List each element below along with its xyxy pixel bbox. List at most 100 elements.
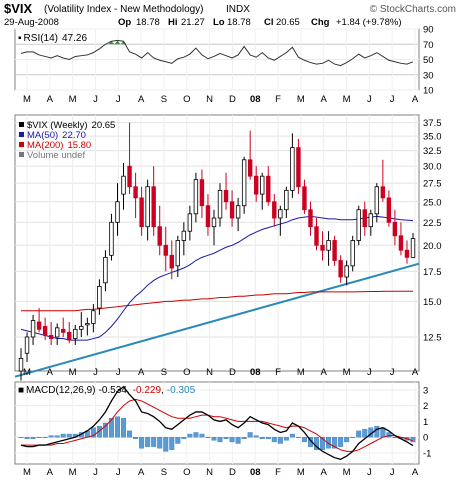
- macd-histogram-bar: [145, 436, 151, 447]
- legend-entry: MA(50) 22.70: [27, 130, 86, 141]
- legend-swatch: [19, 152, 24, 157]
- candle-body: [36, 321, 42, 330]
- candle-body: [85, 323, 90, 326]
- price-grid: [15, 115, 419, 371]
- candle-body: [380, 186, 386, 199]
- candle-body: [48, 335, 54, 339]
- change-label: Chg: [311, 17, 330, 28]
- x-tick-label: J: [93, 94, 98, 105]
- macd-histogram-bar: [253, 435, 259, 438]
- x-tick-label: A: [321, 467, 328, 478]
- x-tick-label: A: [47, 94, 54, 105]
- macd-histogram-bar: [181, 436, 187, 439]
- candle-body: [127, 165, 132, 188]
- candle-body: [139, 197, 144, 228]
- x-tick-label: O: [183, 467, 190, 478]
- macd-histogram-bar: [114, 416, 120, 438]
- x-tick-label: A: [321, 367, 328, 378]
- macd-histogram-bar: [42, 436, 48, 438]
- x-axis: M M M A A A M M M J J J J J J A A A S S S O O O N N N D D D 08 08 08 F F F M…: [23, 94, 419, 478]
- candle-body: [157, 226, 162, 246]
- candle-body: [235, 205, 241, 219]
- candle-body: [308, 209, 313, 228]
- legend-label: MA(200): [27, 140, 63, 151]
- candle-body: [278, 209, 283, 219]
- macd-histogram-bar: [241, 436, 247, 439]
- ma200-line: [21, 290, 413, 312]
- x-tick-label: A: [47, 467, 54, 478]
- candle-body: [404, 249, 410, 258]
- macd-histogram-bar: [96, 425, 102, 438]
- x-tick-label: J: [390, 367, 395, 378]
- macd-histogram-bar: [24, 436, 30, 439]
- x-tick-label: A: [138, 94, 145, 105]
- x-tick-label: A: [412, 467, 419, 478]
- legend-entry: Volume undef: [27, 150, 85, 161]
- candle-body: [217, 189, 223, 219]
- low-value: 18.78: [227, 17, 251, 28]
- macd-histogram-bar: [133, 436, 139, 439]
- macd-value-2: -0.229: [133, 385, 162, 396]
- x-tick-label: J: [367, 367, 372, 378]
- legend-value: 15.80: [67, 140, 91, 151]
- x-tick-label: M: [343, 367, 351, 378]
- candle-body: [73, 328, 78, 339]
- price-tick-label: 32.5: [423, 146, 442, 157]
- candle-body: [410, 238, 416, 258]
- x-tick-label: F: [275, 467, 281, 478]
- x-tick-label: A: [47, 367, 54, 378]
- price-tick-label: 35.0: [423, 132, 442, 143]
- rsi-icon: ▪: [18, 33, 22, 44]
- x-tick-label: 08: [250, 467, 261, 478]
- x-tick-label: M: [69, 94, 77, 105]
- macd-histogram-bar: [223, 436, 229, 439]
- macd-histogram-bar: [60, 433, 66, 438]
- macd-histogram-bar: [289, 433, 295, 438]
- candle-body: [79, 325, 84, 330]
- x-tick-label: M: [23, 94, 31, 105]
- price-tick-label: 25.0: [423, 197, 442, 208]
- macd-tick-label: 1: [423, 417, 428, 428]
- macd-histogram-bar: [247, 432, 253, 438]
- ma50-line: [20, 215, 414, 341]
- x-tick-label: A: [138, 367, 145, 378]
- candle-body: [193, 179, 199, 215]
- macd-histogram-bar: [90, 427, 96, 438]
- legend-value: 22.70: [62, 130, 86, 141]
- candle-body: [169, 254, 174, 269]
- x-tick-label: S: [161, 467, 167, 478]
- macd-line: [20, 385, 414, 460]
- macd-histogram-bar: [410, 436, 416, 443]
- rsi-label: RSI(14): [24, 33, 58, 44]
- candle-body: [314, 226, 319, 246]
- candle-body: [272, 201, 277, 219]
- x-tick-label: A: [412, 94, 419, 105]
- candle-body: [109, 221, 114, 256]
- macd-histogram-bar: [211, 436, 217, 441]
- macd-histogram-bar: [338, 436, 344, 447]
- candle-body: [151, 186, 156, 228]
- macd-value-1: -0.534: [99, 385, 128, 396]
- x-tick-label: M: [69, 467, 77, 478]
- rsi-tick-label: 30: [423, 70, 434, 81]
- x-tick-label: J: [116, 467, 121, 478]
- candle-body: [253, 175, 259, 195]
- legend-swatch: [19, 122, 24, 127]
- macd-histogram-bar: [229, 436, 235, 443]
- close-label: Cl: [264, 17, 274, 28]
- macd-histogram-bar: [199, 433, 205, 438]
- x-tick-label: S: [161, 367, 167, 378]
- candle-body: [205, 205, 211, 228]
- candle-body: [320, 244, 325, 251]
- candle-body: [332, 240, 337, 261]
- candle-body: [97, 286, 102, 309]
- candle-body: [175, 240, 180, 267]
- x-tick-label: M: [23, 467, 31, 478]
- macd-histogram-bar: [320, 436, 326, 451]
- candle-body: [344, 265, 349, 278]
- legend-swatch: [19, 142, 24, 147]
- x-tick-label: D: [229, 94, 236, 105]
- x-tick-label: M: [297, 94, 305, 105]
